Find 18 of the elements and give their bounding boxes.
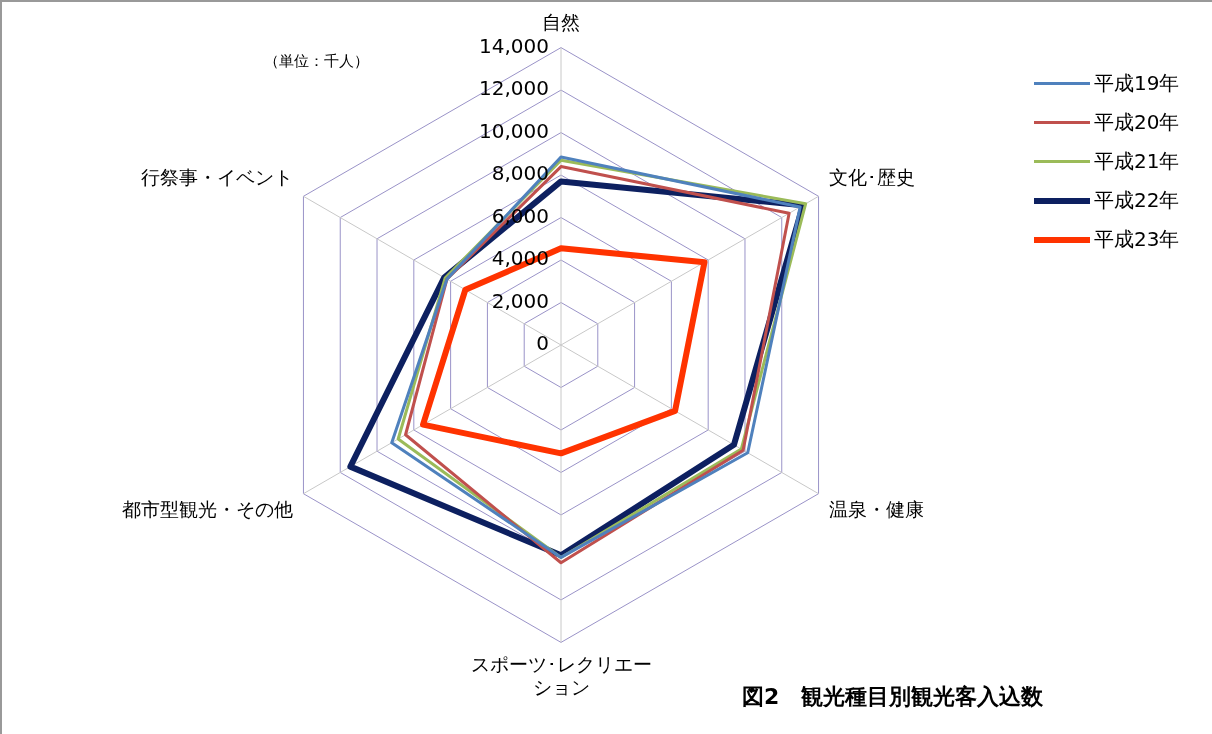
legend-label: 平成23年	[1094, 226, 1180, 253]
spoke-label: 行祭事・イベント	[141, 165, 294, 188]
legend-label: 平成21年	[1094, 148, 1180, 175]
spoke-label: 文化･歴史	[828, 165, 915, 188]
text: （単位：千人）	[264, 52, 369, 71]
spoke-label: スポーツ･レクリエーション	[470, 652, 652, 698]
y-tick-label: 10,000	[479, 118, 549, 143]
legend-label: 平成22年	[1094, 187, 1180, 214]
spoke-label: 温泉・健康	[828, 498, 924, 521]
y-tick-label: 12,000	[479, 76, 549, 101]
y-tick-label: 0	[536, 331, 549, 356]
legend-label: 平成20年	[1094, 109, 1180, 136]
y-tick-label: 2,000	[491, 288, 549, 313]
spoke-label: 自然	[542, 11, 580, 34]
text: 図2 観光種目別観光客入込数	[742, 683, 1044, 711]
y-tick-label: 14,000	[479, 33, 549, 58]
spoke-label: 都市型観光・その他	[122, 498, 294, 521]
legend-label: 平成19年	[1094, 70, 1180, 97]
